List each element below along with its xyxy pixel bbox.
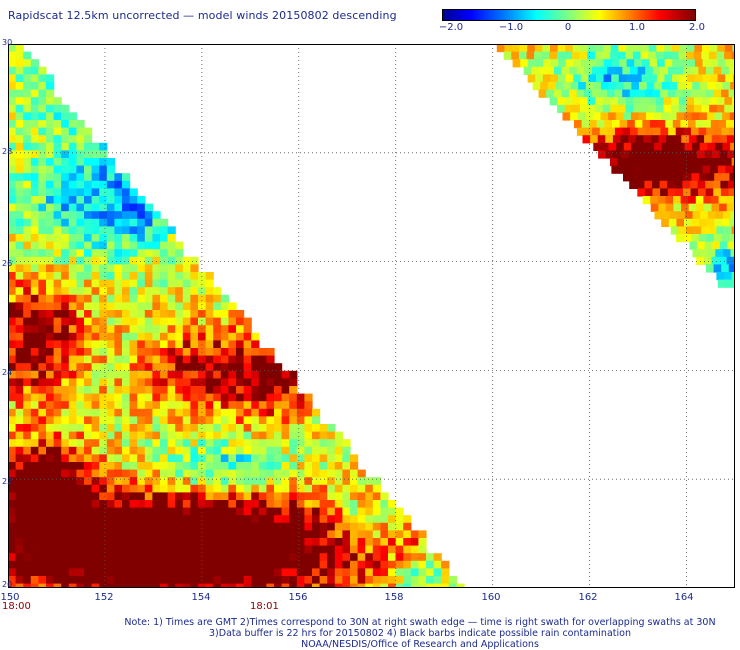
colorbar-tick-label: 1.0 bbox=[629, 22, 645, 33]
time-label-mid: 18:01 bbox=[250, 601, 279, 612]
wind-swath-cells bbox=[8, 44, 735, 588]
colorbar bbox=[442, 9, 696, 21]
lon-label-158: 158 bbox=[384, 592, 404, 603]
lat-label-20: 20 bbox=[2, 580, 13, 589]
colorbar-tick-label: 0 bbox=[564, 22, 572, 33]
lon-label-150: 150 bbox=[0, 592, 20, 603]
lat-label-26: 26 bbox=[2, 259, 13, 268]
lat-label-24: 24 bbox=[2, 368, 13, 377]
colorbar-tick-label: −1.0 bbox=[498, 22, 524, 33]
lon-label-152: 152 bbox=[94, 592, 114, 603]
lon-label-156: 156 bbox=[288, 592, 308, 603]
colorbar-tick-label: 2.0 bbox=[689, 22, 705, 33]
footnote-credit: NOAA/NESDIS/Office of Research and Appli… bbox=[301, 639, 539, 650]
time-label-start: 18:00 bbox=[2, 601, 31, 612]
footnote-line-1: Note: 1) Times are GMT 2)Times correspon… bbox=[124, 617, 716, 628]
colorbar-tick-label: −2.0 bbox=[438, 22, 464, 33]
map-title: Rapidscat 12.5km uncorrected — model win… bbox=[8, 9, 397, 22]
lon-label-162: 162 bbox=[578, 592, 598, 603]
lon-label-154: 154 bbox=[191, 592, 211, 603]
wind-difference-map bbox=[8, 44, 735, 588]
footnote-line-2: 3)Data buffer is 22 hrs for 20150802 4) … bbox=[209, 628, 631, 639]
lat-label-30: 30 bbox=[2, 38, 13, 47]
lat-label-22: 22 bbox=[2, 477, 13, 486]
lat-label-28: 28 bbox=[2, 147, 13, 156]
lon-label-164: 164 bbox=[674, 592, 694, 603]
lat-lon-grid bbox=[8, 44, 735, 588]
lon-label-160: 160 bbox=[481, 592, 501, 603]
